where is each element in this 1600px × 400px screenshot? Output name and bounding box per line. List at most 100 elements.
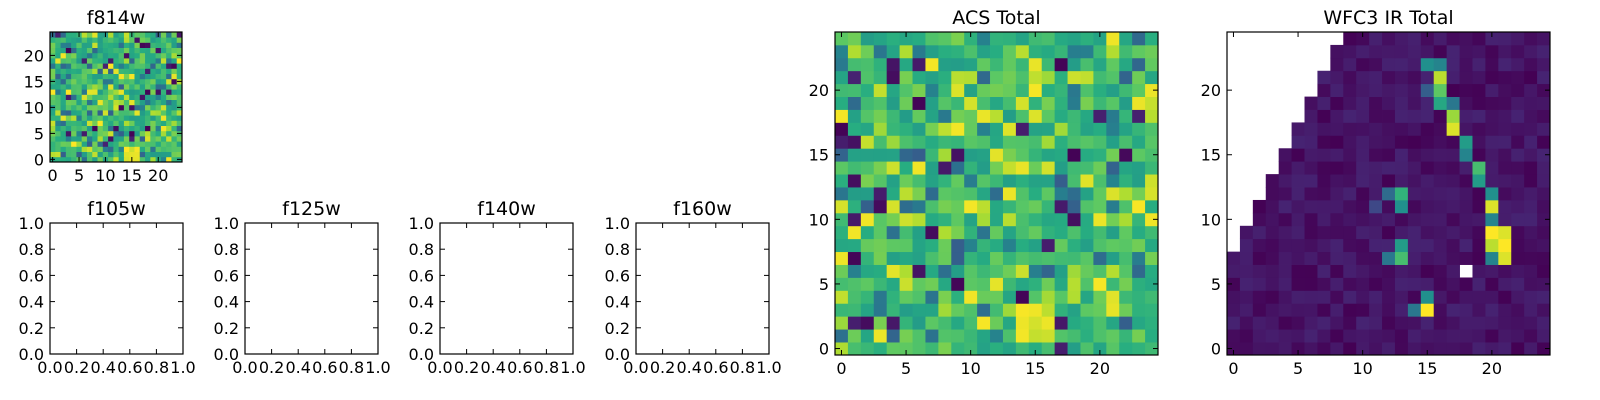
heatmap-cell [118,104,125,111]
heatmap-cell [1446,251,1460,265]
heatmap-cell [1080,329,1094,343]
heatmap-cell [160,89,167,95]
heatmap-cell [1459,329,1473,343]
heatmap-cell [1446,109,1460,123]
heatmap-cell [1433,264,1448,278]
heatmap-cell [129,115,135,121]
heatmap-cell [129,52,135,59]
heatmap-cell [150,94,156,100]
heatmap-cell [102,130,109,137]
heatmap-cell [1382,70,1396,85]
heatmap-cell [1028,225,1043,240]
heatmap-cell [102,120,109,126]
heatmap-cell [1291,342,1305,356]
heatmap-cell [1433,316,1448,330]
heatmap-cell [1028,199,1043,214]
heatmap-cell [860,251,875,265]
heatmap-cell [938,238,952,253]
heatmap-cell [92,136,98,142]
heatmap-cell [1420,122,1435,136]
heatmap-cell [847,174,862,188]
heatmap-cell [1420,264,1435,278]
heatmap-cell [951,277,965,291]
heatmap-cell [899,83,913,97]
heatmap-cell [150,52,156,59]
y-tick-label: 1.0 [19,214,44,233]
heatmap-cell [113,104,120,111]
heatmap-cell [1015,199,1030,214]
heatmap-cell [1524,174,1538,188]
y-tick-label: 0.6 [19,266,44,285]
heatmap-cell [55,52,61,59]
heatmap-cell [176,84,183,90]
heatmap-cell [1343,32,1357,46]
heatmap-cell [92,42,98,48]
heatmap-cell [1472,225,1486,240]
heatmap-cell [1291,251,1305,265]
x-tick-label: 15 [122,166,142,185]
heatmap-cell [1343,251,1357,265]
heatmap-cell [925,174,939,188]
heatmap-cell [1330,161,1344,175]
heatmap-cell [1537,148,1551,162]
heatmap-cell [990,329,1004,343]
heatmap-cell [1420,316,1435,330]
heatmap-cell [1239,277,1254,291]
heatmap-cell [1093,57,1107,72]
heatmap-cell [50,125,56,132]
x-tick-label: 10 [1352,359,1372,378]
heatmap-cell [81,47,88,54]
heatmap-cell [1028,70,1043,85]
x-tick-label: 1.0 [170,358,195,377]
heatmap-cell [1028,122,1043,136]
heatmap-cell [847,161,862,175]
heatmap-cell [1145,212,1159,227]
heatmap-cell [1369,187,1383,201]
y-tick-label: 0.4 [19,293,44,312]
heatmap-cell [1433,303,1448,317]
heatmap-cell [1106,238,1120,253]
heatmap-cell [102,42,109,48]
heatmap-cell [1472,122,1486,136]
heatmap-cell [1382,342,1396,356]
heatmap-cell [990,57,1004,72]
heatmap-cell [1278,264,1292,278]
heatmap-cell [160,78,167,85]
heatmap-cell [835,199,849,214]
heatmap-cell [1485,135,1499,149]
heatmap-cell [113,115,120,121]
heatmap-cell [1498,251,1512,265]
heatmap-cell [65,115,72,121]
heatmap-cell [1382,32,1396,46]
heatmap-cell [1407,212,1422,227]
heatmap-cell [60,151,67,158]
heatmap-cell [847,251,862,265]
heatmap-cell [860,135,875,149]
heatmap-cell [1041,32,1056,46]
heatmap-cell [134,84,141,90]
heatmap-cell [977,174,991,188]
heatmap-cell [97,84,104,90]
heatmap-cell [145,115,151,121]
heatmap-cell [1093,96,1107,110]
heatmap-cell [1145,57,1159,72]
heatmap-cell [1369,251,1383,265]
heatmap-cell [1015,44,1030,59]
heatmap-cell [1106,290,1120,304]
heatmap-cell [899,316,913,330]
heatmap-cell [160,42,167,48]
heatmap-cell [1524,199,1538,214]
heatmap-cell [1356,342,1370,356]
heatmap-cell [835,70,849,85]
heatmap-cell [123,115,130,121]
heatmap-cell [145,42,151,48]
heatmap-cell [1433,161,1448,175]
heatmap-cell [150,42,156,48]
heatmap-cell [60,104,67,111]
heatmap-cell [65,63,72,69]
heatmap-cell [108,32,114,38]
heatmap-cell [1002,251,1017,265]
heatmap-cell [1511,96,1525,110]
heatmap-cell [1317,342,1331,356]
